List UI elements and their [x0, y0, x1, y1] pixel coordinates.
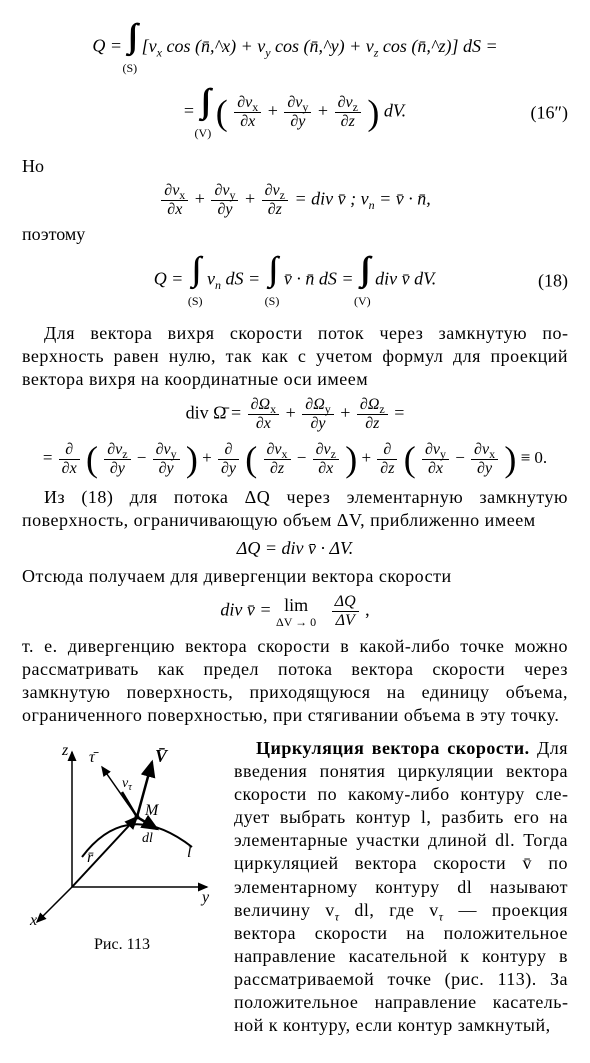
equation-18: Q = ∫∫ (S) vn dS = ∫∫ (S) v̄ · n̄ dS = ∫…: [22, 251, 568, 310]
axis-z-label: z: [61, 742, 69, 759]
equation-16-line1: Q = ∫∫∫ (S) [vx cos (n̄,^x) + vy cos (n̄…: [22, 18, 568, 77]
int-sub-2: (V): [195, 127, 212, 139]
equation-limit: div v̄ = lim ΔV → 0 ΔQΔV ,: [22, 594, 568, 629]
l-label: l: [187, 844, 192, 861]
paragraph-vortex: Для вектора вихря скорости поток через з…: [22, 322, 568, 391]
equation-16-line2: = ∫∫∫ (V) ( ∂vx∂x + ∂vy∂y + ∂vz∂z ) dV. …: [22, 83, 568, 142]
equation-omega-2: = ∂∂x ( ∂vz∂y − ∂vy∂y ) + ∂∂y ( ∂vx∂z − …: [22, 438, 568, 480]
equation-omega-1: div Ω̄ = ∂Ωx∂x + ∂Ωy∂y + ∂Ωz∂z =: [22, 397, 568, 432]
r-label: r̄: [87, 849, 94, 866]
v-label: V̄: [155, 746, 169, 766]
eq-number-18: (18): [538, 270, 568, 291]
m-label: M: [144, 802, 160, 819]
eq16-lhs: Q =: [92, 36, 126, 56]
paragraph-circulation: Циркуляция вектора скорости. Для введени…: [234, 737, 568, 1036]
equation-dq: ΔQ = div v̄ · ΔV.: [22, 538, 568, 559]
text-but: Но: [22, 156, 568, 177]
eq-number-16: (16″): [531, 102, 569, 123]
figure-113: z y x τ̄ V̄ vτ M r̄ dl l Рис. 113: [22, 737, 222, 1042]
axis-x-label: x: [29, 912, 37, 927]
vtau-label: vτ: [122, 776, 132, 793]
eq16-body: [vx cos (n̄,^x) + vy cos (n̄,^y) + vz co…: [142, 36, 498, 56]
figure-113-svg: z y x τ̄ V̄ vτ M r̄ dl l: [27, 737, 217, 927]
axis-y-label: y: [200, 889, 210, 906]
paragraph-div: Отсюда получаем для дивергенции вектора …: [22, 565, 568, 588]
section-heading: Циркуляция вектора скорости.: [256, 738, 530, 758]
text-therefore: поэтому: [22, 224, 568, 245]
figure-caption: Рис. 113: [22, 936, 222, 954]
int-sub: (S): [123, 62, 138, 74]
equation-divv: ∂vx∂x + ∂vy∂y + ∂vz∂z = div v̄ ; vn = v̄…: [22, 183, 568, 218]
dl-label: dl: [142, 831, 153, 846]
paragraph-interp: т. е. дивергенцию вектора скорости в как…: [22, 635, 568, 727]
tau-label: τ̄: [89, 749, 99, 766]
paragraph-delta-q: Из (18) для потока ΔQ через элементарную…: [22, 486, 568, 532]
